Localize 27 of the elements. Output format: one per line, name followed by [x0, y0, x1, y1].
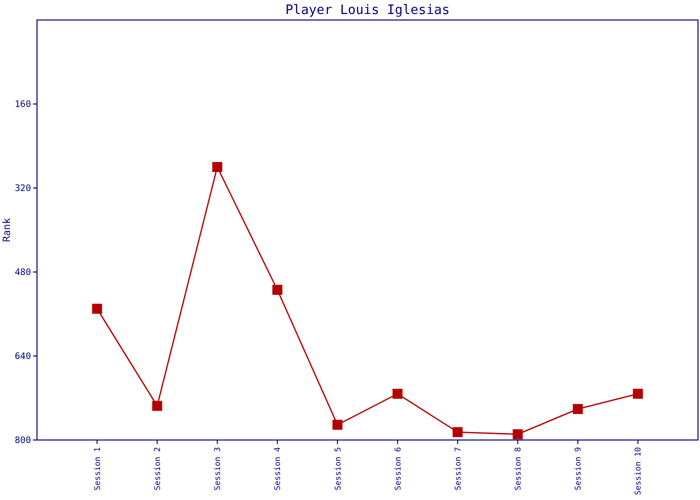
x-tick-label: Session 10 — [634, 446, 643, 496]
y-tick-label: 320 — [14, 184, 31, 194]
x-tick-label: Session 3 — [213, 446, 222, 490]
point — [512, 429, 523, 440]
point — [152, 400, 162, 411]
x-tick-label: Session 6 — [393, 446, 402, 490]
y-tick-label: 640 — [14, 352, 31, 362]
x-tick-label: Session 4 — [273, 446, 282, 490]
point — [572, 404, 583, 414]
x-tick-label: Session 7 — [453, 446, 462, 490]
point — [632, 388, 643, 399]
point — [332, 420, 342, 430]
chart-title: Player Louis Iglesias — [285, 3, 450, 18]
point — [392, 388, 403, 399]
point — [212, 162, 222, 172]
x-tick-label: Session 5 — [333, 446, 342, 490]
y-tick-label: 800 — [14, 436, 31, 446]
point — [272, 284, 282, 295]
x-tick-label: Session 8 — [514, 446, 523, 490]
point — [92, 304, 102, 314]
point — [452, 427, 463, 438]
x-tick-label: Session 1 — [92, 446, 102, 490]
y-axis-title: Rank — [2, 218, 13, 242]
y-tick-label: 480 — [14, 268, 31, 278]
x-tick-label: Session 2 — [152, 446, 162, 490]
y-tick-label: 160 — [14, 100, 31, 110]
x-tick-label: Session 9 — [574, 446, 583, 490]
